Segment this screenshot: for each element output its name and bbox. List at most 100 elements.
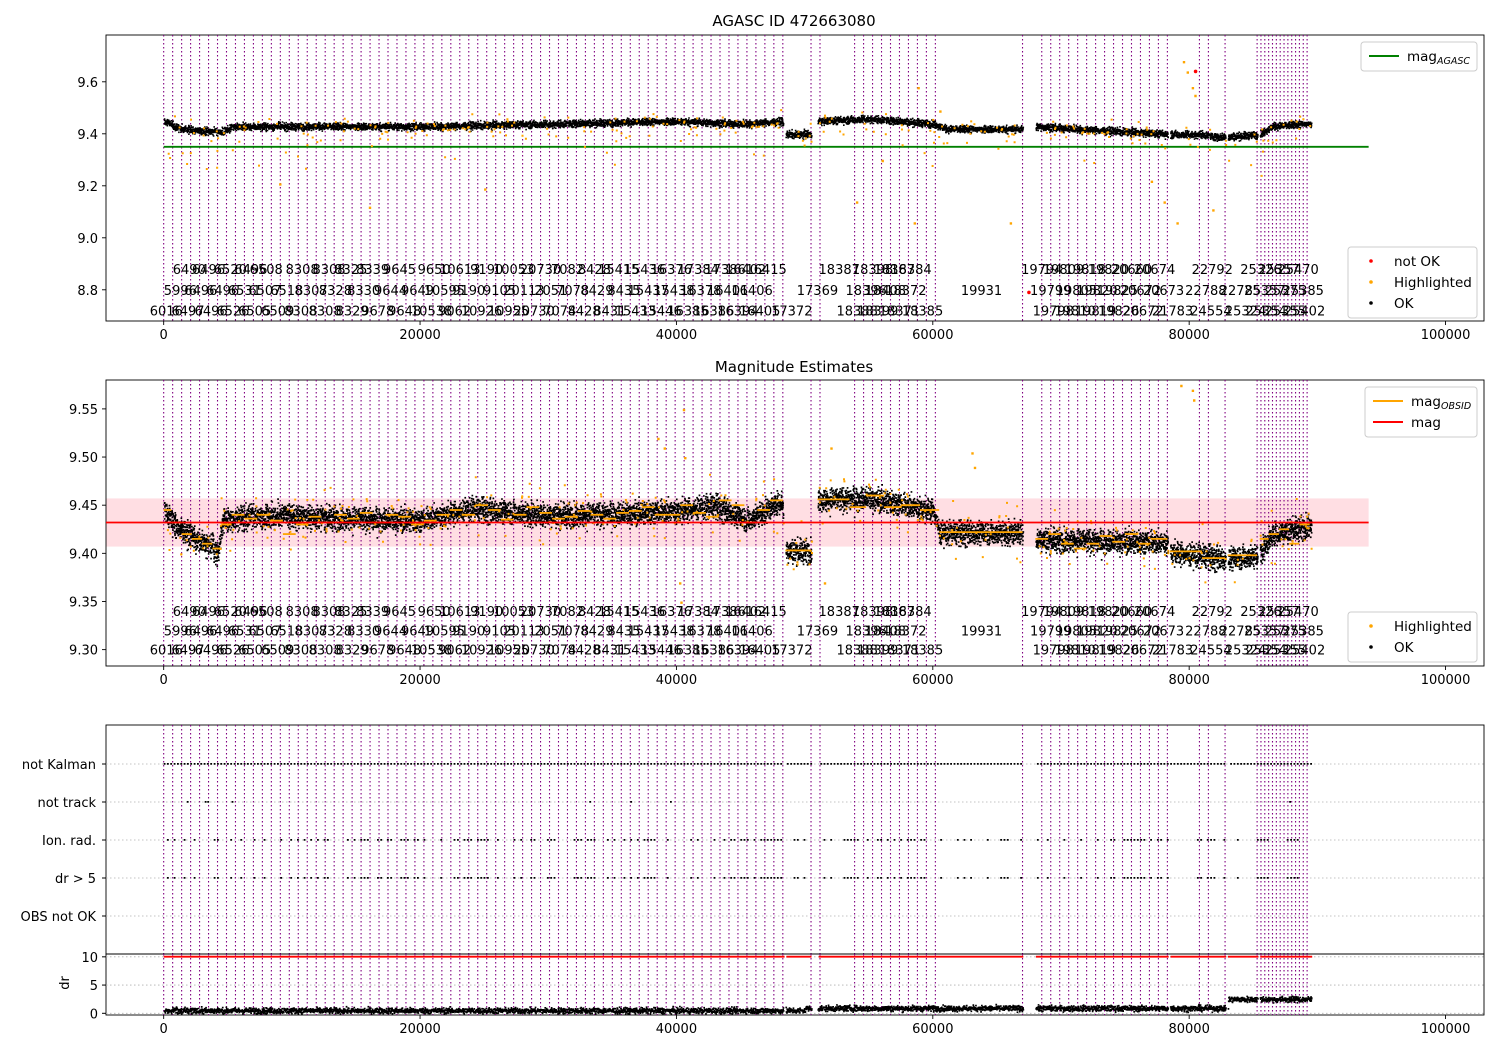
top-obsid-label: 22785 [1220, 284, 1261, 299]
middle-obsid-label: 15446 [640, 644, 681, 659]
middle-obsid-label: 8428 [568, 644, 601, 659]
middle-obsid-label: 6505 [238, 644, 271, 659]
middle-xtick-label: 20000 [399, 673, 440, 688]
middle-obsid-label: 10053 [493, 605, 534, 620]
top-obsid-label: 17372 [771, 305, 812, 320]
top-obsid-label: 15437 [628, 284, 669, 299]
top-obsid-label: 8329 [336, 305, 369, 320]
top-legend2-swatch [1369, 259, 1373, 263]
top-obsid-label: 10053 [493, 263, 534, 278]
top-obsid-label: 8428 [568, 305, 601, 320]
dr-ytick-label: 10 [81, 951, 98, 966]
top-obsid-label: 10538 [411, 305, 452, 320]
middle-obsid-label: 10926 [461, 644, 502, 659]
top-obsid-label: 6508 [250, 263, 283, 278]
top-obsid-label: 19819 [1075, 305, 1116, 320]
middle-obsid-label: 18396 [845, 624, 886, 639]
top-xtick-label: 100000 [1421, 328, 1471, 343]
not-ok-point [1193, 69, 1198, 74]
middle-ytick-label: 9.50 [69, 451, 98, 466]
dr-xtick-label: 20000 [399, 1022, 440, 1037]
top-obsid-label: 9190 [452, 284, 485, 299]
middle-obsid-label: 17369 [797, 624, 838, 639]
dr-panel: 0 20000 40000 60000 80000 100000 0 5 10 dr [58, 951, 1485, 1037]
top-xtick-label: 60000 [912, 328, 953, 343]
top-obsid-label: 9644 [374, 284, 407, 299]
middle-obsid-label: 8325 [334, 605, 367, 620]
top-obsid-label: 19798 [1033, 305, 1074, 320]
top-obsid-label: 25470 [1277, 263, 1318, 278]
middle-obsid-label: 15436 [624, 605, 665, 620]
top-obsid-label: 20672 [1120, 284, 1161, 299]
top-obsid-label: 19805 [1056, 284, 1097, 299]
dr-gt-5-points [167, 877, 1299, 879]
middle-obsid-label: 25470 [1277, 605, 1318, 620]
top-obsid-label: 25324 [1225, 305, 1266, 320]
top-obsid-label: 8308 [312, 263, 345, 278]
middle-obsid-label: 20660 [1111, 605, 1152, 620]
middle-legend2-label: OK [1394, 640, 1415, 656]
top-obsid-label: 16402 [725, 263, 766, 278]
middle-obsid-label: 8431 [593, 644, 626, 659]
middle-obsid-label: 9678 [361, 644, 394, 659]
flag-category-label: Ion. rad. [42, 834, 96, 849]
top-obsid-label: 6016 [150, 305, 183, 320]
middle-obsid-label: 19820 [1088, 605, 1129, 620]
middle-legend2-swatch [1369, 645, 1373, 649]
top-ytick-label: 9.2 [77, 180, 98, 195]
middle-obsid-label: 19819 [1075, 644, 1116, 659]
top-obsid-label: 18408 [865, 284, 906, 299]
middle-xtick-label: 80000 [1168, 673, 1209, 688]
top-obsid-label: 6520 [214, 263, 247, 278]
middle-obsid-label: 8308 [312, 605, 345, 620]
top-obsid-label: 19820 [1076, 284, 1117, 299]
top-obsid-label: 19818 [1065, 263, 1106, 278]
top-obsid-label: 18399 [857, 305, 898, 320]
middle-obsid-label: 19794 [1021, 605, 1062, 620]
dr-axis-label: dr [58, 976, 73, 990]
middle-obsid-label: 25385 [1283, 624, 1324, 639]
middle-obsid-label: 19825 [1097, 624, 1138, 639]
middle-obsid-label: 6508 [250, 605, 283, 620]
top-obsid-label: 15415 [598, 263, 639, 278]
top-plot-area [105, 34, 1485, 322]
top-obsid-label: 15438 [653, 284, 694, 299]
middle-obsid-label: 18408 [865, 624, 906, 639]
middle-obsid-label: 18399 [857, 644, 898, 659]
top-axes-frame [105, 34, 1485, 322]
not-kalman-points [163, 763, 1313, 765]
top-obsid-label: 19820 [1088, 263, 1129, 278]
middle-obsid-label: 7082 [551, 605, 584, 620]
top-obsid-label: 9650 [418, 263, 451, 278]
middle-obsid-label: 16394 [717, 644, 758, 659]
middle-obsid-label: 8328 [319, 624, 352, 639]
middle-obsid-label: 6490 [173, 605, 206, 620]
top-obsid-label: 22792 [1192, 263, 1233, 278]
top-obsid-label: 10595 [424, 284, 465, 299]
top-obsid-label: 25354 [1245, 305, 1286, 320]
top-obsid-label: 16386 [693, 305, 734, 320]
middle-obsid-label: 20730 [513, 644, 554, 659]
middle-obsid-label: 25324 [1225, 644, 1266, 659]
middle-obsid-label: 19798 [1033, 644, 1074, 659]
middle-obsid-label: 25355 [1265, 644, 1306, 659]
top-obsid-label: 18387 [819, 263, 860, 278]
top-obsid-label: 16406 [731, 284, 772, 299]
middle-obsid-label: 10955 [488, 644, 529, 659]
top-obsid-label: 20660 [1111, 263, 1152, 278]
top-obsid-label: 25385 [1283, 284, 1324, 299]
top-obsid-label: 25355 [1265, 305, 1306, 320]
top-obsid-label: 9062 [438, 305, 471, 320]
middle-obsid-label: 6016 [150, 644, 183, 659]
middle-obsid-label: 17384 [678, 605, 719, 620]
middle-obsid-label: 17372 [771, 644, 812, 659]
middle-legend1-box [1364, 386, 1478, 438]
middle-obsid-label: 6507 [248, 624, 281, 639]
top-obsid-label: 19799 [1030, 284, 1071, 299]
flag-category-label: not track [37, 796, 96, 811]
dr-axes-frame [105, 953, 1485, 1016]
top-obsid-label: 9190 [470, 263, 503, 278]
middle-obsid-label: 25375 [1265, 624, 1306, 639]
